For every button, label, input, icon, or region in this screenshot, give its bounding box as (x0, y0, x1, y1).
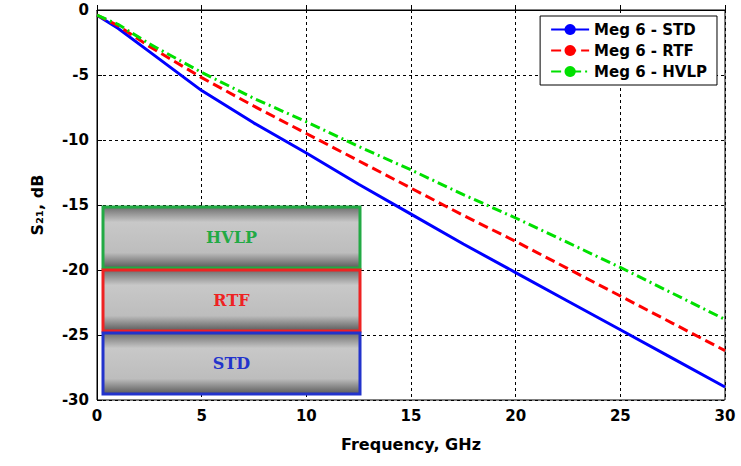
svg-text:5: 5 (196, 407, 206, 425)
svg-text:S₂₁, dB: S₂₁, dB (28, 175, 47, 236)
svg-text:10: 10 (296, 407, 317, 425)
svg-text:Frequency, GHz: Frequency, GHz (341, 435, 481, 454)
svg-text:-20: -20 (62, 261, 89, 279)
svg-text:Meg 6 - STD: Meg 6 - STD (594, 21, 696, 39)
svg-text:0: 0 (79, 1, 89, 19)
svg-text:-5: -5 (72, 66, 89, 84)
svg-text:-15: -15 (62, 196, 89, 214)
svg-text:30: 30 (715, 407, 736, 425)
svg-text:HVLP: HVLP (206, 228, 257, 247)
svg-text:-10: -10 (62, 131, 89, 149)
svg-text:-30: -30 (62, 391, 89, 409)
svg-text:25: 25 (610, 407, 631, 425)
svg-text:-25: -25 (62, 326, 89, 344)
svg-text:STD: STD (213, 354, 250, 373)
svg-text:0: 0 (92, 407, 102, 425)
svg-text:20: 20 (505, 407, 526, 425)
svg-text:Meg 6 - RTF: Meg 6 - RTF (594, 42, 694, 60)
svg-text:Meg 6 - HVLP: Meg 6 - HVLP (594, 63, 707, 81)
svg-text:15: 15 (401, 407, 422, 425)
svg-text:RTF: RTF (213, 291, 250, 310)
